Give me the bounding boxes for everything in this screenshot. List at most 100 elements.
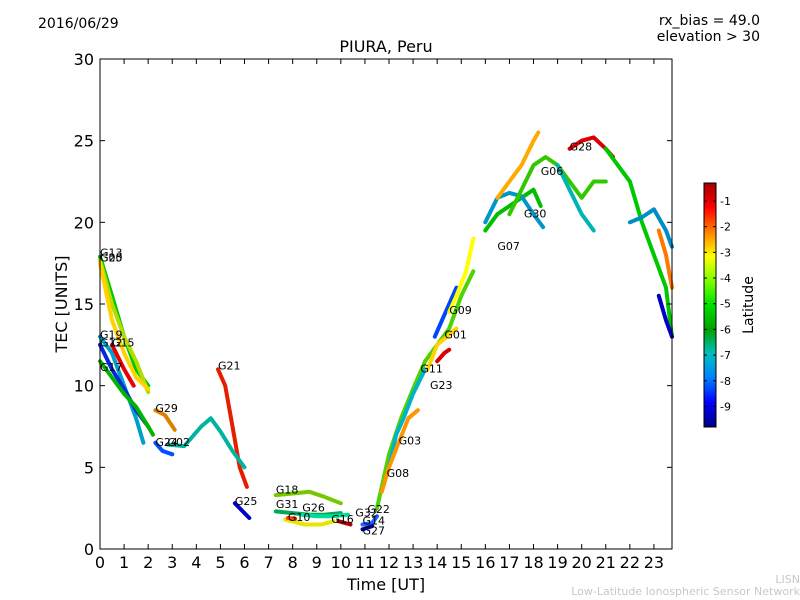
y-tick-label: 0 [84, 540, 94, 559]
series-g24 [153, 440, 175, 457]
series-g11 [425, 326, 459, 372]
x-tick-label: 5 [215, 553, 225, 572]
sat-label-g29: G29 [155, 402, 178, 415]
sat-label-g14: G14 [363, 515, 386, 528]
x-tick-label: 22 [620, 553, 640, 572]
series-g15 [110, 342, 136, 388]
x-axis: 0 1 2 3 4 5 6 7 8 9 10 11 12 13 14 15 16 17 18 19 20 21 22 23 [95, 59, 664, 572]
x-tick-label: 4 [191, 553, 201, 572]
x-tick-label: 1 [119, 553, 129, 572]
x-tick-label: 11 [355, 553, 375, 572]
x-tick-label: 15 [451, 553, 471, 572]
x-tick-label: 14 [427, 553, 447, 572]
series-g18 [273, 489, 343, 506]
sat-label-g24: G24 [155, 436, 178, 449]
colorbar-tick-label: -3 [720, 246, 731, 259]
sat-label-g01: G01 [444, 328, 467, 341]
x-tick-label: 18 [523, 553, 543, 572]
series-g23 [435, 347, 452, 364]
series-g27 [360, 524, 375, 532]
sat-label-g13: G13 [100, 247, 123, 260]
sat-label-g07: G07 [497, 240, 520, 253]
footer-line2: Low-Latitude Ionospheric Sensor Network [571, 585, 800, 598]
x-tick-label: 7 [263, 553, 273, 572]
y-tick-label: 20 [74, 213, 94, 232]
sat-label-g10: G10 [288, 511, 311, 524]
y-axis-label: TEC [UNITS] [52, 256, 71, 354]
y-tick-label: 5 [84, 458, 94, 477]
series-g02 [165, 416, 247, 470]
footer-line1: LISN [775, 573, 800, 586]
series-g25 [232, 501, 252, 520]
y-tick-label: 25 [74, 132, 94, 151]
footer-credit: LISN Low-Latitude Ionospheric Sensor Net… [571, 574, 800, 598]
x-tick-label: 20 [572, 553, 592, 572]
x-tick-label: 13 [403, 553, 423, 572]
sat-label-g06: G06 [541, 165, 564, 178]
colorbar-tick-label: -4 [720, 272, 731, 285]
sat-label-g18: G18 [276, 483, 299, 496]
series-g01 [432, 285, 459, 339]
date-label: 2016/06/29 [38, 16, 119, 32]
series-g06b [555, 163, 596, 233]
sat-label-g03: G03 [399, 434, 422, 447]
sat-label-g23: G23 [430, 379, 453, 392]
sat-label-g26: G26 [302, 501, 325, 514]
series-g03 [387, 367, 428, 470]
receiver-info: rx_bias = 49.0 elevation > 30 [657, 13, 760, 45]
series-g05 [98, 261, 151, 391]
x-tick-label: 9 [312, 553, 322, 572]
x-tick-label: 6 [239, 553, 249, 572]
series-g03b [656, 228, 674, 290]
sat-label-g32: G32 [355, 506, 378, 519]
colorbar-tick-label: -7 [720, 349, 731, 362]
series-g26 [300, 512, 351, 519]
series-layer [98, 130, 674, 532]
sat-label-g15: G15 [112, 336, 135, 349]
series-g22b [603, 146, 674, 339]
series-g30 [483, 190, 546, 230]
series-g28 [495, 130, 541, 200]
x-tick-label: 8 [288, 553, 298, 572]
x-tick-label: 2 [143, 553, 153, 572]
y-tick-label: 30 [74, 50, 94, 69]
series-g10 [285, 516, 298, 521]
series-g16 [283, 517, 336, 527]
sat-label-layer: G13G20G05G19G12G15G17G29G21G24G02G25G18G… [100, 140, 592, 537]
series-g09 [447, 236, 476, 315]
colorbar-tick-label: -1 [720, 195, 731, 208]
colorbar-tick-label: -8 [720, 375, 731, 388]
sat-label-g31: G31 [276, 498, 299, 511]
series-g21 [216, 367, 249, 489]
x-tick-label: 21 [596, 553, 616, 572]
series-g30b [627, 207, 674, 249]
series-g01b [656, 293, 674, 339]
sat-label-g22: G22 [367, 503, 390, 516]
chart-title: PIURA, Peru [339, 37, 432, 56]
colorbar-tick-label: -5 [720, 298, 731, 311]
y-tick-label: 15 [74, 295, 94, 314]
rx-bias-label: rx_bias = 49.0 [658, 13, 760, 29]
sat-label-g28: G28 [570, 140, 593, 153]
colorbar-tick-label: -9 [720, 400, 731, 413]
y-axis: 0 5 10 15 20 25 30 [74, 50, 672, 559]
sat-label-g08: G08 [387, 467, 410, 480]
y-tick-label: 10 [74, 377, 94, 396]
sat-label-g19: G19 [100, 328, 123, 341]
series-g32 [336, 519, 353, 527]
series-g20 [98, 257, 151, 395]
x-tick-label: 3 [167, 553, 177, 572]
colorbar-label: Latitude [741, 276, 757, 334]
series-g08 [379, 408, 420, 494]
x-tick-label: 10 [331, 553, 351, 572]
series-g29 [153, 408, 177, 432]
sat-label-g05: G05 [100, 252, 123, 265]
x-tick-label: 17 [499, 553, 519, 572]
colorbar-tick-label: -6 [720, 323, 731, 336]
sat-label-g02: G02 [167, 436, 190, 449]
sat-label-g20: G20 [100, 252, 123, 265]
sat-label-g11: G11 [420, 363, 443, 376]
sat-label-g09: G09 [449, 304, 472, 317]
series-g17 [98, 359, 155, 437]
